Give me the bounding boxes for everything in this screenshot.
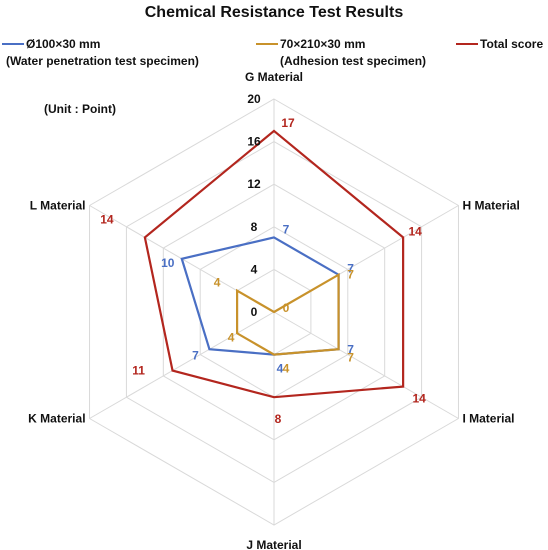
grid-spoke — [89, 311, 275, 419]
data-label: 7 — [347, 350, 354, 364]
r-tick-label: 8 — [251, 220, 258, 234]
data-label: 14 — [408, 224, 422, 238]
series-line — [236, 272, 340, 356]
legend-label: Total score — [480, 37, 544, 51]
data-label: 11 — [132, 364, 145, 378]
data-label: 17 — [281, 116, 295, 130]
r-tick-label: 12 — [247, 177, 261, 191]
legend-swatch-red — [456, 43, 478, 45]
radar-labels: 0 4 8 12 16 20 G Material H Material I Material J… — [28, 70, 520, 550]
data-label: 0 — [283, 301, 290, 315]
data-label: 4 — [214, 276, 221, 290]
series-line — [180, 236, 340, 356]
data-label: 8 — [275, 412, 282, 426]
data-label: 14 — [412, 392, 426, 406]
legend-sublabel: (Water penetration test specimen) — [6, 54, 199, 68]
radar-series — [143, 129, 405, 399]
data-label: 10 — [161, 256, 175, 270]
legend-label: Ø100×30 mm — [26, 37, 101, 51]
data-label: 7 — [347, 342, 354, 356]
category-label: L Material — [30, 199, 86, 213]
chart-title: Chemical Resistance Test Results — [144, 4, 404, 21]
category-label: K Material — [28, 412, 85, 426]
r-tick-label: 4 — [251, 262, 258, 276]
category-label: G Material — [245, 70, 303, 84]
data-label: 7 — [192, 348, 199, 362]
r-tick-label: 16 — [247, 135, 261, 149]
data-label: 4 — [283, 362, 290, 376]
legend-swatch-orange — [256, 43, 278, 45]
grid-spoke — [273, 311, 459, 419]
unit-note: (Unit : Point) — [44, 102, 116, 116]
series-line — [143, 129, 405, 399]
category-label: H Material — [462, 199, 519, 213]
data-label: 14 — [100, 212, 114, 226]
data-label: 7 — [347, 262, 354, 276]
r-tick-label: 0 — [251, 305, 258, 319]
category-label: J Material — [246, 538, 301, 550]
data-label: 4 — [228, 330, 235, 344]
data-label: 7 — [283, 222, 290, 236]
legend-swatch-blue — [2, 43, 24, 45]
legend-label: 70×210×30 mm — [280, 37, 366, 51]
data-label: 7 — [347, 268, 354, 282]
legend-sublabel: (Adhesion test specimen) — [280, 54, 427, 68]
data-label: 4 — [277, 362, 284, 376]
r-tick-label: 20 — [247, 92, 261, 106]
category-label: I Material — [462, 412, 514, 426]
